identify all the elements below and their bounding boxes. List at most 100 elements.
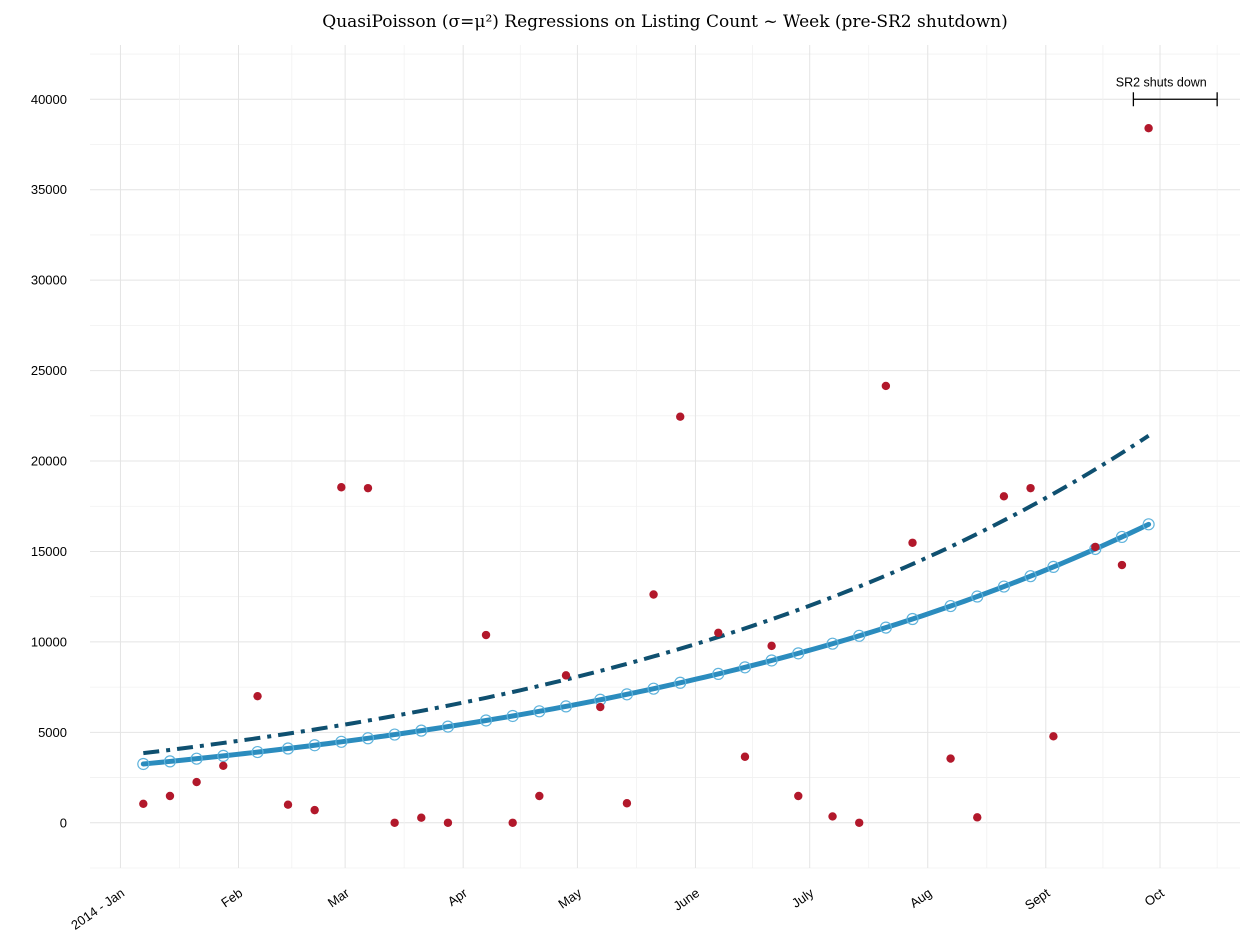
x-tick-label: Feb (218, 885, 245, 910)
x-tick-label: May (555, 885, 584, 912)
data-point (310, 805, 319, 815)
fitted-point-marker (533, 705, 546, 718)
data-point (283, 800, 293, 809)
data-point (676, 412, 685, 421)
data-point (1091, 542, 1100, 552)
data-point (908, 538, 917, 547)
y-tick-label: 30000 (31, 273, 67, 288)
fitted-point-marker (765, 654, 778, 667)
solid-fit-series (137, 518, 1155, 771)
data-point (1117, 560, 1127, 570)
data-point (337, 483, 346, 492)
x-tick-label: 2014 - Jan (68, 885, 127, 933)
fitted-point-marker (647, 682, 660, 695)
x-tick-label: Oct (1142, 885, 1167, 909)
x-tick-label: July (789, 885, 817, 911)
chart-title: QuasiPoisson (σ=μ²) Regressions on Listi… (322, 12, 1007, 32)
fitted-point-marker (879, 621, 892, 634)
data-point (973, 813, 982, 822)
fitted-point-marker (738, 661, 752, 674)
fitted-point-marker (335, 735, 348, 748)
y-tick-label: 40000 (31, 92, 67, 107)
y-tick-label: 10000 (31, 634, 67, 649)
fitted-point-marker (792, 647, 805, 660)
dash-dot-fit-series (143, 434, 1150, 756)
data-point (417, 813, 426, 822)
fitted-point-marker (620, 688, 634, 701)
annotation-label: SR2 shuts down (1116, 75, 1207, 89)
data-point (622, 799, 632, 808)
fitted-point-marker (997, 580, 1011, 593)
fitted-point-marker (559, 700, 573, 713)
y-tick-label: 5000 (38, 725, 67, 740)
annotation: SR2 shuts down (1116, 75, 1218, 107)
data-point (881, 381, 891, 391)
fitted-point-marker (388, 728, 401, 741)
data-point (999, 492, 1009, 501)
data-point (535, 791, 544, 801)
y-tick-label: 0 (60, 815, 67, 830)
x-tick-label: Apr (445, 885, 471, 909)
data-point (481, 630, 491, 640)
y-tick-label: 20000 (31, 454, 67, 469)
fitted-point-marker (415, 724, 428, 737)
y-tick-label: 15000 (31, 544, 67, 559)
fitted-point-marker (506, 709, 519, 723)
fitted-point-marker (479, 714, 493, 727)
fitted-point-marker (163, 755, 177, 768)
fitted-point-marker (1024, 570, 1037, 583)
data-point (219, 761, 228, 771)
data-point (794, 791, 803, 801)
data-point (165, 791, 175, 801)
fitted-point-marker (712, 667, 725, 680)
x-tick-label: June (670, 885, 702, 913)
data-point (508, 818, 517, 827)
data-point (855, 818, 864, 827)
fitted-point-marker (441, 720, 455, 733)
data-point (253, 691, 262, 701)
y-tick-label: 35000 (31, 182, 67, 197)
data-point (1049, 732, 1058, 741)
data-point (363, 483, 373, 493)
fitted-point-marker (217, 749, 230, 762)
data-point (714, 628, 723, 638)
fitted-point-marker (1047, 560, 1060, 573)
solid-fit-line (140, 521, 1152, 767)
fitted-point-marker (361, 732, 375, 745)
dash-dot-fit-line (143, 434, 1150, 756)
data-point (596, 702, 605, 712)
fitted-point-marker (1142, 518, 1155, 531)
fitted-point-marker (1115, 530, 1129, 544)
grid (90, 45, 1240, 869)
data-point (1026, 483, 1035, 493)
fitted-point-marker (137, 757, 150, 771)
fitted-point-marker (826, 637, 839, 650)
fitted-point-marker (674, 676, 687, 689)
fitted-point-marker (944, 599, 957, 613)
data-point (139, 799, 148, 808)
data-point (740, 752, 750, 761)
fitted-point-marker (308, 739, 321, 752)
fitted-point-marker (906, 612, 919, 626)
fitted-point-marker (281, 742, 295, 755)
x-tick-label: Mar (325, 885, 352, 911)
data-point (561, 671, 571, 680)
data-point (649, 590, 658, 599)
data-point (946, 754, 955, 763)
y-tick-label: 25000 (31, 363, 67, 378)
data-point (828, 812, 837, 821)
fitted-point-marker (251, 745, 264, 759)
axes: 0 5000 10000 15000 20000 25000 30000 35000 40000… (31, 92, 1167, 933)
data-point (1144, 124, 1153, 133)
observed-points-series (139, 124, 1153, 827)
x-tick-label: Aug (907, 885, 935, 911)
x-tick-label: Sept (1022, 885, 1053, 913)
fitted-point-marker (190, 752, 203, 765)
data-point (443, 818, 453, 827)
data-point (192, 777, 201, 787)
data-point (767, 641, 776, 651)
fitted-point-marker (853, 629, 866, 642)
data-point (390, 818, 399, 827)
fitted-point-marker (971, 590, 984, 603)
